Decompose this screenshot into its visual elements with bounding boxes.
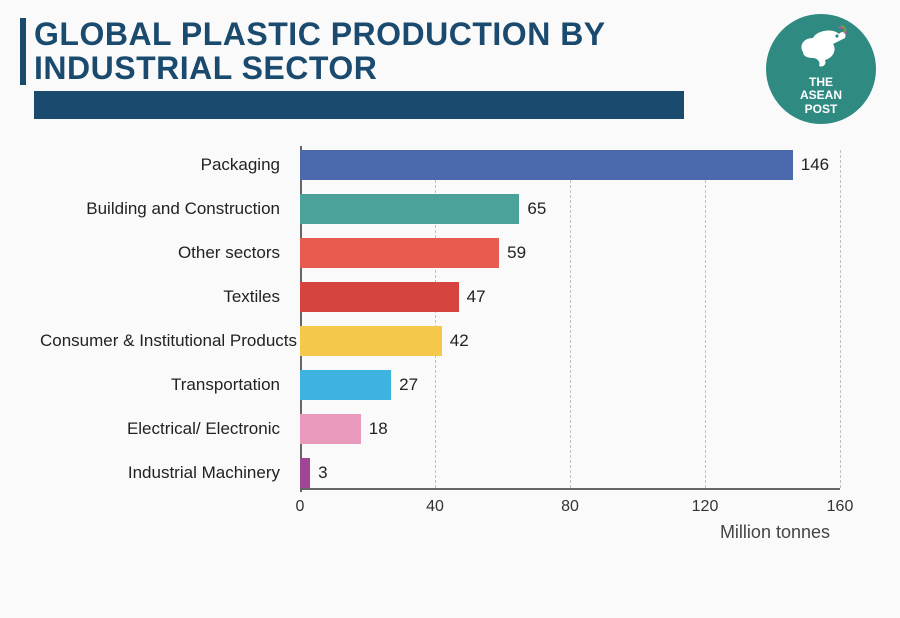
bar-category-label: Other sectors [40,238,290,268]
bar-value-label: 27 [391,370,418,400]
bar-category-label: Electrical/ Electronic [40,414,290,444]
bar-value-label: 18 [361,414,388,444]
bar-row: Consumer & Institutional Products 42 [40,326,860,356]
x-tick-label: 40 [426,498,444,516]
bar [300,282,459,312]
page-title: GLOBAL PLASTIC PRODUCTION BY INDUSTRIAL … [20,18,700,85]
logo-line-3: POST [805,102,838,116]
bar-row: Industrial Machinery 3 [40,458,860,488]
bar [300,414,361,444]
x-tick-label: 80 [561,498,579,516]
bird-icon [793,22,849,74]
x-tick-label: 120 [692,498,719,516]
bar-row: Packaging 146 [40,150,860,180]
chart-area: Million tonnes 0 40 80 120 160 Packaging 146 Bu… [40,150,860,570]
x-tick-label: 0 [296,498,305,516]
bar-category-label: Textiles [40,282,290,312]
x-axis-line [300,488,840,490]
infographic-container: GLOBAL PLASTIC PRODUCTION BY INDUSTRIAL … [0,0,900,618]
bar [300,238,499,268]
logo-text: THE ASEAN POST [800,76,842,116]
bar-value-label: 146 [793,150,829,180]
bar-value-label: 47 [459,282,486,312]
bar-row: Electrical/ Electronic 18 [40,414,860,444]
logo-line-2: ASEAN [800,88,842,102]
bar [300,458,310,488]
header: GLOBAL PLASTIC PRODUCTION BY INDUSTRIAL … [0,0,900,119]
chart: Million tonnes 0 40 80 120 160 Packaging 146 Bu… [40,150,860,570]
bar-value-label: 3 [310,458,327,488]
logo-line-1: THE [809,75,833,89]
x-tick-label: 160 [827,498,854,516]
logo-badge: THE ASEAN POST [766,14,876,124]
x-axis-title: Million tonnes [300,522,840,543]
bar [300,194,519,224]
bar-value-label: 59 [499,238,526,268]
bar [300,150,793,180]
bar-row: Building and Construction 65 [40,194,860,224]
bar-row: Transportation 27 [40,370,860,400]
bar-category-label: Industrial Machinery [40,458,290,488]
bar-value-label: 42 [442,326,469,356]
bar-row: Other sectors 59 [40,238,860,268]
bar-category-label: Building and Construction [40,194,290,224]
bar-category-label: Transportation [40,370,290,400]
bar-category-label: Packaging [40,150,290,180]
bar [300,370,391,400]
bar-category-label: Consumer & Institutional Products [40,326,290,356]
bar-row: Textiles 47 [40,282,860,312]
bar [300,326,442,356]
title-underline-bar [34,91,684,119]
bar-value-label: 65 [519,194,546,224]
